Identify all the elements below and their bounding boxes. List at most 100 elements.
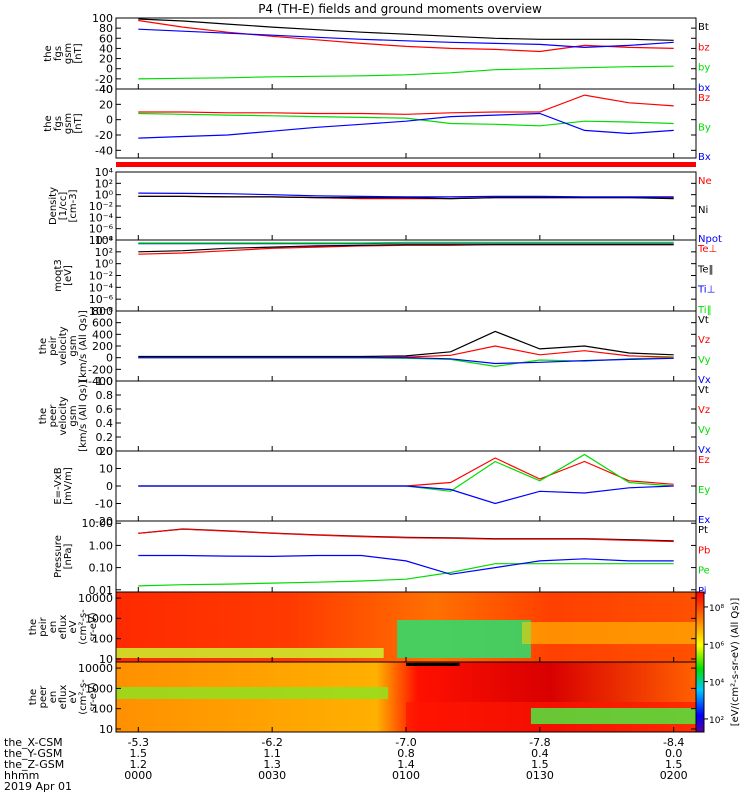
ytick-label: 200 (92, 340, 113, 353)
legend-fgs_gsm_mag: bz (698, 42, 710, 53)
ytick-label: 1.0 (96, 375, 114, 388)
ylabel-line: Pressure (53, 535, 64, 578)
legend-fgs_gsm: Bz (698, 93, 710, 104)
state-bar-red (116, 162, 696, 167)
legend-peir_velocity: Vx (698, 375, 711, 386)
series-line-efield (138, 485, 674, 505)
ytick-label: 10⁻⁴ (89, 281, 114, 294)
ylabel-line: velocity (58, 326, 69, 365)
ylabel-line: peer (48, 404, 59, 428)
ytick-label: 0 (106, 352, 113, 365)
ytick-label: 10000 (78, 662, 113, 675)
ytick-label: 10⁰ (95, 189, 114, 202)
time-row-value: 1.2 (130, 758, 148, 771)
ytick-label: 40 (99, 42, 113, 55)
legend-density: Npot (698, 234, 722, 245)
series-line-fgs_gsm_mag (138, 18, 674, 41)
legend-fgs_gsm: By (698, 123, 711, 134)
time-row-value: -7.0 (395, 736, 416, 749)
series-line-fgs_gsm (138, 112, 674, 127)
ytick-label: 80 (99, 22, 113, 35)
legend-peer_velocity: Vy (698, 425, 711, 436)
ytick-label: 10² (95, 246, 113, 259)
legend-temperature: Te‖ (697, 264, 714, 275)
ylabel-line: sr-eV) (88, 682, 99, 711)
ytick-label: 0.01 (89, 584, 114, 597)
ylabel-line: gsm (63, 113, 74, 134)
ylabel-line: moqt3 (53, 259, 64, 292)
ytick-label: 100 (92, 12, 113, 25)
panel-frame-density (115, 171, 697, 241)
series-line-fgs_gsm_mag (138, 28, 674, 49)
ytick-label: 20 (99, 53, 113, 66)
peer-eflux-top-marker (406, 663, 460, 666)
series-line-fgs_gsm_mag (138, 19, 674, 53)
ytick-label: 0.0 (96, 445, 114, 458)
ytick-label: -10 (95, 498, 113, 511)
ylabel-line: the (28, 689, 39, 705)
time-row-value: 0200 (660, 769, 688, 782)
time-axis: the_X-CSM -5.3 -6.2 -7.0 -7.8 -8.4 the_Y-GSM 1.… (4, 736, 688, 793)
date-label: 2019 Apr 01 (4, 780, 72, 793)
ytick-label: 0 (106, 63, 113, 76)
legend-peer_velocity: Vt (698, 385, 709, 396)
ytick-label: 10 (99, 653, 113, 666)
ylabel-line: [nPa] (63, 543, 74, 569)
series-line-pressure (138, 554, 674, 575)
ylabel-line: (cm²-s- (78, 679, 89, 715)
ylabel-line: [km/s (All Qs)] (78, 380, 89, 452)
ylabel-line: [mV/m] (63, 467, 74, 505)
time-row-label: the_Y-GSM (4, 747, 62, 760)
legend-density: Ne (698, 176, 712, 187)
ytick-label: 0 (106, 114, 113, 127)
ylabel-line: E=-VxB (53, 467, 64, 504)
series-line-fgs_gsm (138, 112, 674, 139)
series-line-fgs_gsm (138, 94, 674, 115)
legend-fgs_gsm_mag: Bt (698, 22, 709, 33)
panel-peer_eflux: 10000 1000 100 10 the peer en eflux eV (cm²-s-sr-… (28, 661, 697, 736)
ylabel-line: peer (38, 685, 49, 709)
colorbar-gradient (696, 592, 704, 732)
time-row-value: 1.5 (531, 758, 549, 771)
panel-peir_eflux: 10000 1000 100 10 the peir en eflux eV (cm²-s-sr-… (28, 591, 697, 666)
legend-fgs_gsm_mag: bx (698, 83, 710, 94)
ytick-label: 0.10 (89, 562, 114, 575)
ytick-label: 10000 (78, 592, 113, 605)
legend-peir_velocity: Vy (698, 355, 711, 366)
ylabel-line: en (48, 621, 59, 634)
ylabel-line: velocity (58, 396, 69, 435)
series-line-density (138, 192, 674, 198)
series-line-temperature (138, 244, 674, 253)
ytick-label: 10⁻⁸ (89, 305, 114, 318)
ylabel-line: fgs (53, 46, 64, 61)
ylabel-line: the (28, 619, 39, 635)
ytick-label: 10.00 (82, 517, 114, 530)
time-row-value: -7.8 (529, 736, 550, 749)
colorbar-label: [eV/(cm²-s-sr-eV) (All Qs)] (730, 598, 741, 727)
panel-peer_velocity: 1.00.80.60.40.20.0 the peer velocity gsm [km/… (38, 375, 711, 458)
series-line-efield (138, 457, 674, 487)
ytick-label: 0 (106, 480, 113, 493)
legend-efield: Ez (698, 455, 710, 466)
series-line-peir_velocity (138, 330, 674, 358)
ytick-label: 10 (99, 463, 113, 476)
ytick-label: 1000 (85, 682, 113, 695)
time-row-value: 1.3 (263, 758, 281, 771)
series-line-temperature (138, 244, 674, 255)
ylabel-line: [cm-3] (68, 189, 79, 222)
series-line-peir_velocity (138, 357, 674, 365)
peir-eflux-mid-band (522, 622, 696, 644)
ytick-label: 10⁻² (89, 200, 113, 213)
ylabel-line: eV (68, 690, 79, 703)
series-line-peir_velocity (138, 357, 674, 368)
ylabel-line: en (48, 691, 59, 704)
series-line-pressure (138, 563, 674, 587)
ytick-label: 20 (99, 98, 113, 111)
ytick-label: 10² (95, 177, 113, 190)
ylabel-line: [1/cc] (58, 192, 69, 221)
series-line-fgs_gsm_mag (138, 65, 674, 80)
